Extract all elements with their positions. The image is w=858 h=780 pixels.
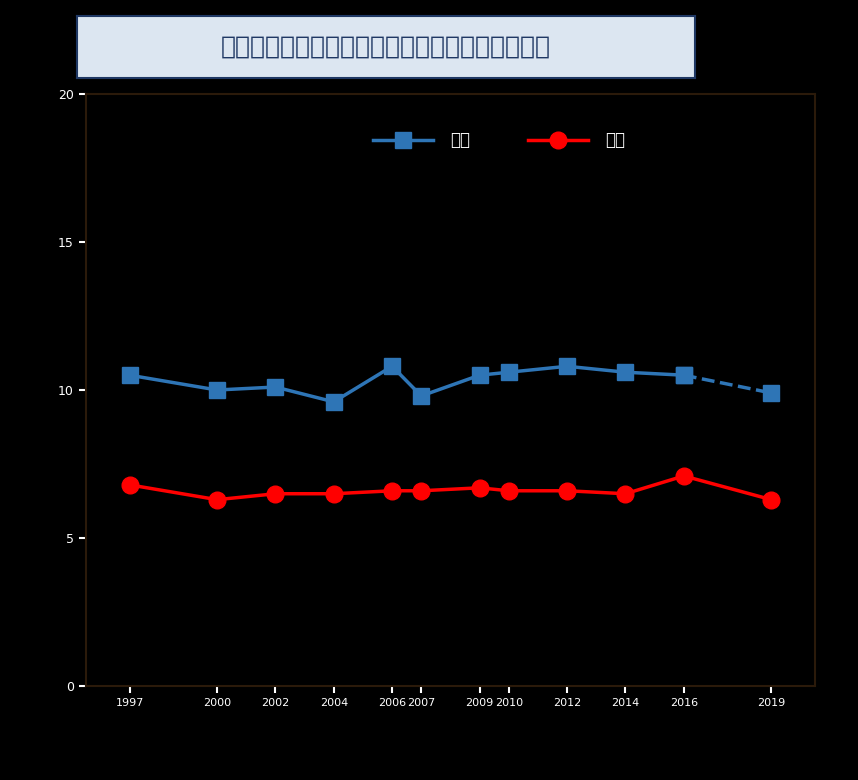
Text: 女性: 女性: [605, 131, 625, 150]
Text: 糖尿病が強く疑われる者の割合（年齢調整あり）: 糖尿病が強く疑われる者の割合（年齢調整あり）: [221, 35, 551, 58]
Text: 男性: 男性: [450, 131, 470, 150]
